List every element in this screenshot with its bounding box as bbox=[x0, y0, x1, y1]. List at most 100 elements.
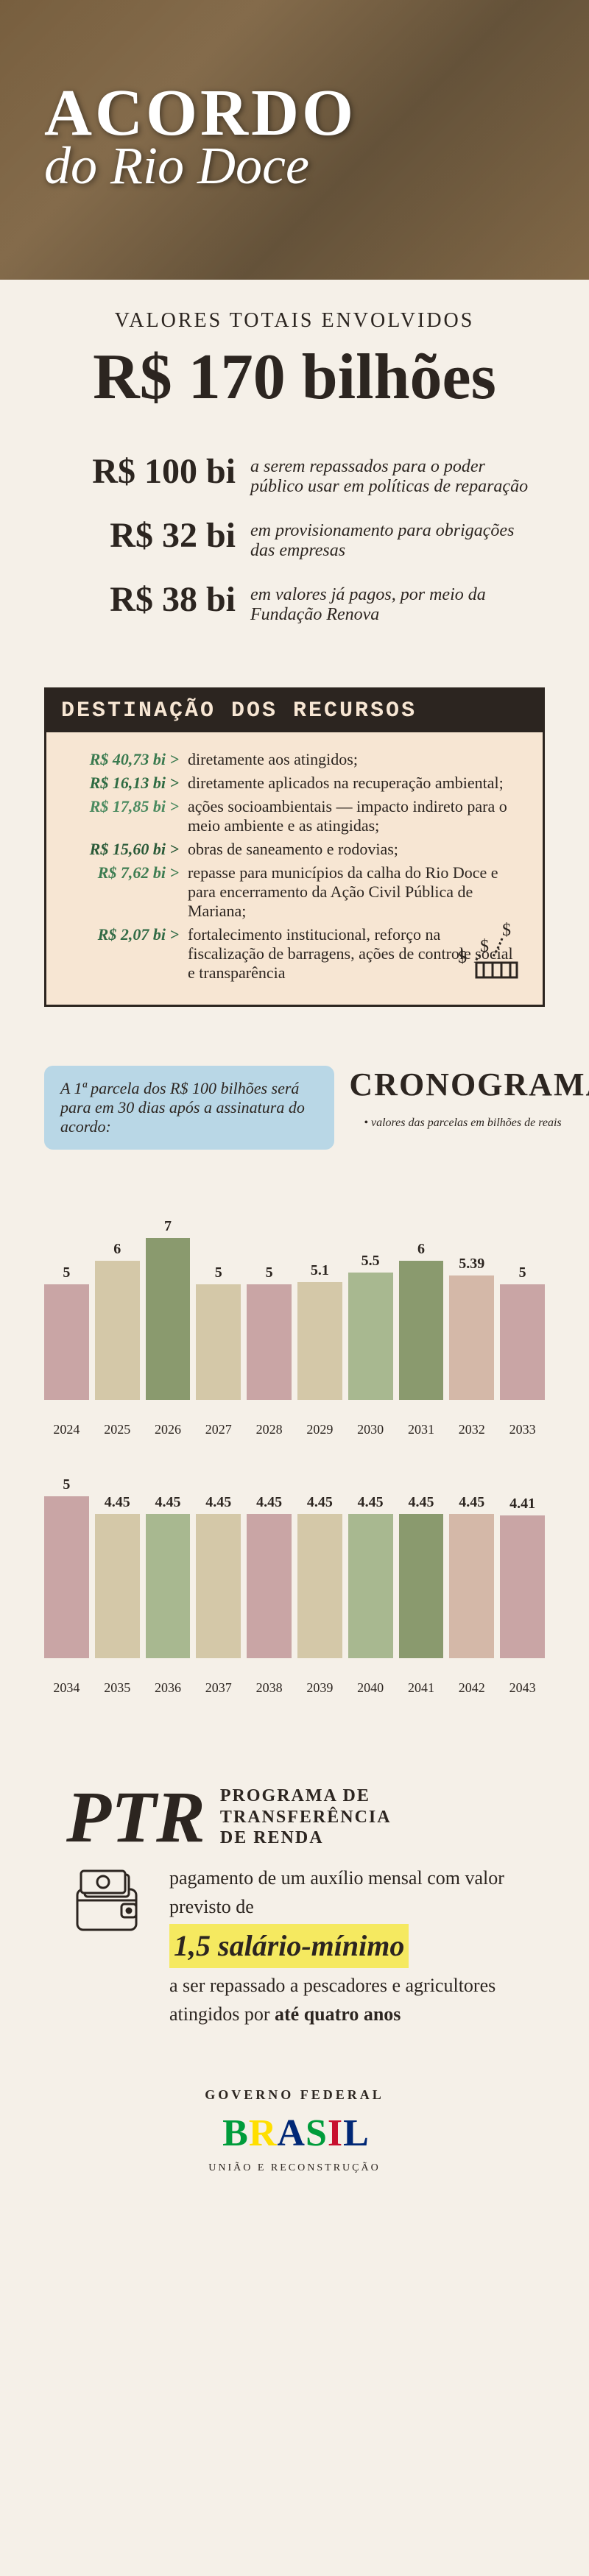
year-label: 2034 bbox=[44, 1680, 89, 1696]
svg-text:$: $ bbox=[480, 937, 489, 956]
bar-wrap: 4.45 bbox=[196, 1494, 241, 1658]
destinacao-row: R$ 15,60 bi > obras de saneamento e rodo… bbox=[68, 840, 521, 859]
bar-label: 4.41 bbox=[509, 1496, 535, 1512]
breakdown-desc: em provisionamento para obrigações das e… bbox=[250, 515, 530, 561]
cronograma-section: A 1ª parcela dos R$ 100 bilhões será par… bbox=[0, 1022, 589, 1194]
year-label: 2027 bbox=[196, 1422, 241, 1437]
bar bbox=[399, 1261, 444, 1400]
ptr-highlight: 1,5 salário-mínimo bbox=[169, 1924, 409, 1968]
totals-label: VALORES TOTAIS ENVOLVIDOS bbox=[44, 309, 545, 333]
logo-letter: L bbox=[343, 2112, 367, 2155]
breakdown-row: R$ 38 bi em valores já pagos, por meio d… bbox=[59, 579, 530, 625]
destinacao-title: DESTINAÇÃO DOS RECURSOS bbox=[46, 690, 543, 732]
bar-wrap: 5 bbox=[44, 1264, 89, 1400]
year-label: 2026 bbox=[146, 1422, 191, 1437]
year-label: 2043 bbox=[500, 1680, 545, 1696]
breakdown-row: R$ 32 bi em provisionamento para obrigaç… bbox=[59, 515, 530, 561]
bar-wrap: 5 bbox=[247, 1264, 292, 1400]
bar-wrap: 5.39 bbox=[449, 1256, 494, 1400]
logo-letter: I bbox=[328, 2112, 340, 2155]
year-label: 2035 bbox=[95, 1680, 140, 1696]
ptr-body: pagamento de um auxílio mensal com valor… bbox=[66, 1864, 523, 2028]
bar bbox=[297, 1514, 342, 1658]
totals-section: VALORES TOTAIS ENVOLVIDOS R$ 170 bilhões bbox=[0, 280, 589, 436]
bar-label: 4.45 bbox=[459, 1494, 484, 1511]
destinacao-amount: R$ 7,62 bi > bbox=[68, 863, 179, 921]
bar bbox=[146, 1514, 191, 1658]
bar-label: 4.45 bbox=[105, 1494, 130, 1511]
footer-section: GOVERNO FEDERAL B R A S I L UNIÃO E RECO… bbox=[0, 2065, 589, 2218]
cronograma-legend: • valores das parcelas em bilhões de rea… bbox=[349, 1117, 589, 1130]
destinacao-body: R$ 40,73 bi > diretamente aos atingidos;… bbox=[46, 732, 543, 1005]
breakdown-amount: R$ 38 bi bbox=[59, 579, 236, 620]
destinacao-desc: obras de saneamento e rodovias; bbox=[188, 840, 521, 859]
gov-label: GOVERNO FEDERAL bbox=[0, 2087, 589, 2103]
ptr-text3: até quatro anos bbox=[275, 2003, 401, 2025]
logo-letter: R bbox=[249, 2112, 275, 2155]
year-label: 2037 bbox=[196, 1680, 241, 1696]
wallet-icon bbox=[66, 1864, 147, 1953]
totals-value: R$ 170 bilhões bbox=[44, 340, 545, 414]
bar bbox=[500, 1284, 545, 1400]
bar-wrap: 5 bbox=[196, 1264, 241, 1400]
bar bbox=[95, 1261, 140, 1400]
bar-wrap: 5 bbox=[500, 1264, 545, 1400]
breakdown-desc: a serem repassados para o poder público … bbox=[250, 451, 530, 497]
destinacao-amount: R$ 15,60 bi > bbox=[68, 840, 179, 859]
bar-label: 5.5 bbox=[361, 1253, 380, 1270]
ptr-top: PTR PROGRAMA DE TRANSFERÊNCIA DE RENDA bbox=[66, 1784, 523, 1850]
ptr-section: PTR PROGRAMA DE TRANSFERÊNCIA DE RENDA bbox=[0, 1725, 589, 2065]
bar-label: 4.45 bbox=[307, 1494, 333, 1511]
destinacao-row: R$ 40,73 bi > diretamente aos atingidos; bbox=[68, 750, 521, 769]
destinacao-desc: diretamente aos atingidos; bbox=[188, 750, 521, 769]
header-subtitle: do Rio Doce bbox=[44, 135, 545, 197]
logo-letter: B bbox=[222, 2112, 246, 2155]
gov-tagline: UNIÃO E RECONSTRUÇÃO bbox=[0, 2162, 589, 2174]
logo-letter: S bbox=[306, 2112, 325, 2155]
chart-bars: 5 4.45 4.45 4.45 4.45 4.45 4.45 4.45 4.45 4.41 bbox=[44, 1467, 545, 1658]
chart-years: 2034203520362037203820392040204120422043 bbox=[44, 1680, 545, 1696]
cronograma-header: A 1ª parcela dos R$ 100 bilhões será par… bbox=[44, 1066, 545, 1150]
svg-text:$: $ bbox=[502, 922, 511, 940]
ptr-text: pagamento de um auxílio mensal com valor… bbox=[169, 1864, 523, 2028]
bar-label: 4.45 bbox=[256, 1494, 282, 1511]
header-title: ACORDO bbox=[44, 83, 545, 143]
destinacao-amount: R$ 17,85 bi > bbox=[68, 797, 179, 835]
destinacao-section: DESTINAÇÃO DOS RECURSOS R$ 40,73 bi > di… bbox=[44, 687, 545, 1007]
bar-label: 5 bbox=[215, 1264, 222, 1281]
cronograma-title: CRONOGRAMA bbox=[349, 1066, 589, 1103]
bar bbox=[348, 1514, 393, 1658]
bar-label: 4.45 bbox=[358, 1494, 384, 1511]
ptr-expanded-l3: DE RENDA bbox=[220, 1827, 392, 1849]
breakdown-section: R$ 100 bi a serem repassados para o pode… bbox=[0, 436, 589, 673]
bar-label: 4.45 bbox=[155, 1494, 180, 1511]
destinacao-desc: ações socioambientais — impacto indireto… bbox=[188, 797, 521, 835]
breakdown-row: R$ 100 bi a serem repassados para o pode… bbox=[59, 451, 530, 497]
destinacao-row: R$ 17,85 bi > ações socioambientais — im… bbox=[68, 797, 521, 835]
year-label: 2032 bbox=[449, 1422, 494, 1437]
ptr-text1: pagamento de um auxílio mensal com valor… bbox=[169, 1867, 504, 1917]
money-icon: $ $ $ bbox=[440, 922, 521, 990]
chart-bars: 567555.15.565.395 bbox=[44, 1209, 545, 1400]
bar-wrap: 4.45 bbox=[399, 1494, 444, 1658]
header-section: ACORDO do Rio Doce bbox=[0, 0, 589, 280]
bar bbox=[146, 1238, 191, 1400]
chart-1: 567555.15.565.395 2024202520262027202820… bbox=[44, 1209, 545, 1437]
year-label: 2028 bbox=[247, 1422, 292, 1437]
logo-letter: A bbox=[277, 2112, 303, 2155]
bar-wrap: 6 bbox=[95, 1241, 140, 1400]
bar bbox=[247, 1514, 292, 1658]
bar bbox=[500, 1515, 545, 1658]
bar-wrap: 5 bbox=[44, 1476, 89, 1658]
breakdown-amount: R$ 100 bi bbox=[59, 451, 236, 492]
bar-wrap: 4.45 bbox=[95, 1494, 140, 1658]
year-label: 2033 bbox=[500, 1422, 545, 1437]
bar bbox=[449, 1514, 494, 1658]
bar bbox=[95, 1514, 140, 1658]
year-label: 2039 bbox=[297, 1680, 342, 1696]
cronograma-right: CRONOGRAMA • valores das parcelas em bil… bbox=[349, 1066, 589, 1130]
bar-label: 5 bbox=[519, 1264, 526, 1281]
chart-years: 2024202520262027202820292030203120322033 bbox=[44, 1422, 545, 1437]
destinacao-desc: repasse para municípios da calha do Rio … bbox=[188, 863, 521, 921]
year-label: 2041 bbox=[399, 1680, 444, 1696]
